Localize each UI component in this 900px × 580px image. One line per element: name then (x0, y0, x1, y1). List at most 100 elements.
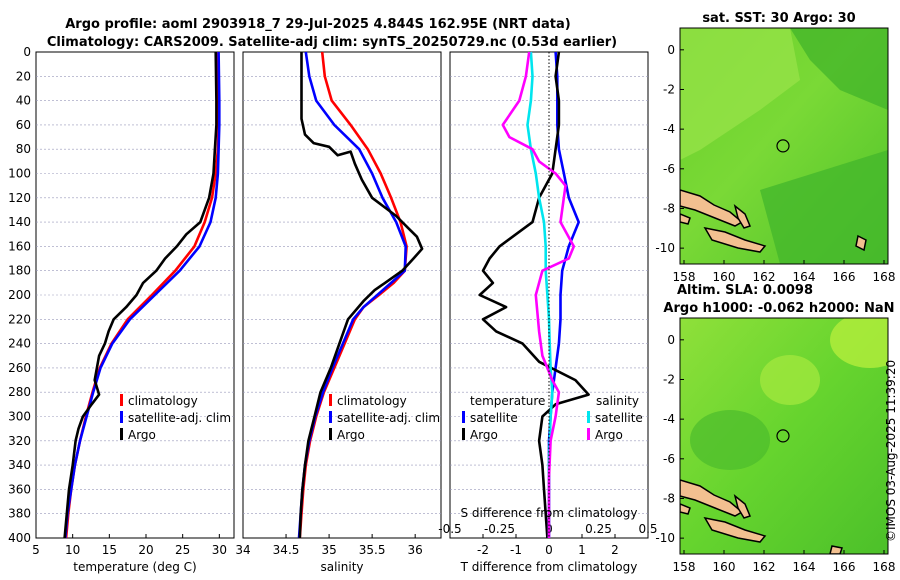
depth-axis-ticks: 0 20 40 60 80 100 120 140 160 180 200 220 240 260 280 3… (8, 45, 31, 545)
sla-lon-ticks: 158 160 162 164 166 168 (673, 550, 896, 574)
lat-tick-label: -8 (663, 201, 675, 215)
x-tick-label: -1 (510, 543, 522, 557)
sla-argo-position-marker (776, 429, 790, 443)
sla-high-patch-2 (830, 318, 888, 368)
depth-tick-label: 400 (8, 531, 31, 545)
lat-tick-label: -8 (663, 491, 675, 505)
lat-tick-label: -10 (655, 531, 675, 545)
depth-tick-label: 100 (8, 167, 31, 181)
salinity-gridlines (243, 76, 441, 515)
depth-tick-label: 160 (8, 239, 31, 253)
depth-tick-label: 0 (23, 45, 31, 59)
land-island-4 (680, 503, 691, 515)
legend-swatch-argo (120, 428, 123, 440)
legend-label-satellite: satellite-adj. clim (128, 411, 231, 425)
land-island-4 (680, 213, 691, 225)
lat-tick-label: -4 (663, 412, 675, 426)
sla-map-frame (679, 317, 889, 555)
legend-label-climatology: climatology (128, 394, 198, 408)
s-tick-label: -0.5 (438, 522, 461, 536)
x-tick-label: 35.5 (359, 543, 386, 557)
lat-tick-label: -10 (655, 241, 675, 255)
temperature-series-argo (63, 51, 218, 539)
lon-tick-label: 160 (713, 270, 736, 284)
lon-tick-label: 162 (753, 560, 776, 574)
lat-tick-label: 0 (667, 333, 675, 347)
depth-tick-label: 220 (8, 312, 31, 326)
depth-tick-label: 120 (8, 191, 31, 205)
sst-map (680, 28, 888, 264)
lat-tick-label: -6 (663, 162, 675, 176)
salinity-x-ticks: 34 34.5 35 35.5 36 (235, 534, 423, 557)
lon-tick-label: 168 (873, 270, 896, 284)
difference-gridlines (450, 76, 648, 515)
sst-cool-patch-south (760, 150, 888, 264)
lat-tick-label: -2 (663, 82, 675, 96)
legend-swatch-satellite (329, 411, 332, 423)
legend-label-climatology: climatology (337, 394, 407, 408)
depth-tick-label: 360 (8, 482, 31, 496)
x-tick-label: 34.5 (273, 543, 300, 557)
temperature-x-label: temperature (deg C) (73, 560, 196, 574)
legend-swatch-t-satellite (462, 411, 465, 423)
difference-series-s-argo (501, 51, 576, 538)
x-tick-label: 35 (321, 543, 336, 557)
depth-tick-label: 320 (8, 434, 31, 448)
legend-label-argo: Argo (337, 428, 365, 442)
lon-tick-label: 158 (673, 270, 696, 284)
sla-map-title: Altim. SLA: 0.0098 (677, 283, 813, 298)
depth-tick-label: 240 (8, 337, 31, 351)
x-tick-label: 15 (102, 543, 117, 557)
legend-label-t-satellite: satellite (470, 411, 518, 425)
sla-map-subtitle: Argo h1000: -0.062 h2000: NaN (663, 301, 894, 316)
depth-tick-label: 340 (8, 458, 31, 472)
x-tick-label: 10 (65, 543, 80, 557)
depth-tick-label: 380 (8, 507, 31, 521)
x-tick-label: 30 (212, 543, 227, 557)
depth-tick-label: 80 (16, 142, 31, 156)
temperature-legend: climatology satellite-adj. clim Argo (120, 394, 231, 442)
legend-swatch-t-argo (462, 428, 465, 440)
sst-lat-ticks: 0 -2 -4 -6 -8 -10 (655, 43, 684, 255)
land-island-5 (829, 545, 843, 554)
sla-land (680, 479, 843, 554)
legend-swatch-argo (329, 428, 332, 440)
profile-series (63, 51, 590, 539)
legend-title-temperature: temperature (470, 394, 545, 408)
land-island-3 (733, 494, 752, 519)
sla-high-patch-1 (760, 355, 820, 405)
depth-tick-label: 40 (16, 94, 31, 108)
sst-lon-ticks: 158 160 162 164 166 168 (673, 260, 896, 284)
header-title-line2: Climatology: CARS2009. Satellite-adj cli… (47, 35, 617, 50)
legend-label-satellite: satellite-adj. clim (337, 411, 440, 425)
depth-tick-label: 180 (8, 264, 31, 278)
imos-timestamp: ©IMOS 03-Aug-2025 11:39:20 (884, 360, 898, 542)
x-tick-label: 1 (578, 543, 586, 557)
land-island-2 (703, 226, 767, 253)
temperature-series-satellite-adj-clim (64, 51, 221, 539)
land-island-1 (680, 189, 744, 227)
lon-tick-label: 166 (833, 270, 856, 284)
legend-swatch-climatology (329, 394, 332, 406)
difference-x-label: T difference from climatology (460, 560, 638, 574)
x-tick-label: -2 (477, 543, 489, 557)
lon-tick-label: 168 (873, 560, 896, 574)
sst-map-frame (679, 27, 889, 265)
legend-swatch-satellite (120, 411, 123, 423)
x-tick-label: 34 (235, 543, 250, 557)
lat-tick-label: -2 (663, 372, 675, 386)
lat-tick-label: -4 (663, 122, 675, 136)
depth-tick-label: 280 (8, 385, 31, 399)
land-island-2 (703, 516, 767, 543)
sst-cool-patch (790, 28, 888, 110)
land-island-3 (733, 204, 752, 229)
lat-tick-label: -6 (663, 452, 675, 466)
difference-series-t-argo (478, 51, 590, 539)
x-tick-label: 2 (611, 543, 619, 557)
lon-tick-label: 162 (753, 270, 776, 284)
lon-tick-label: 166 (833, 560, 856, 574)
x-tick-label: 5 (32, 543, 40, 557)
x-tick-label: 25 (175, 543, 190, 557)
lon-tick-label: 160 (713, 560, 736, 574)
